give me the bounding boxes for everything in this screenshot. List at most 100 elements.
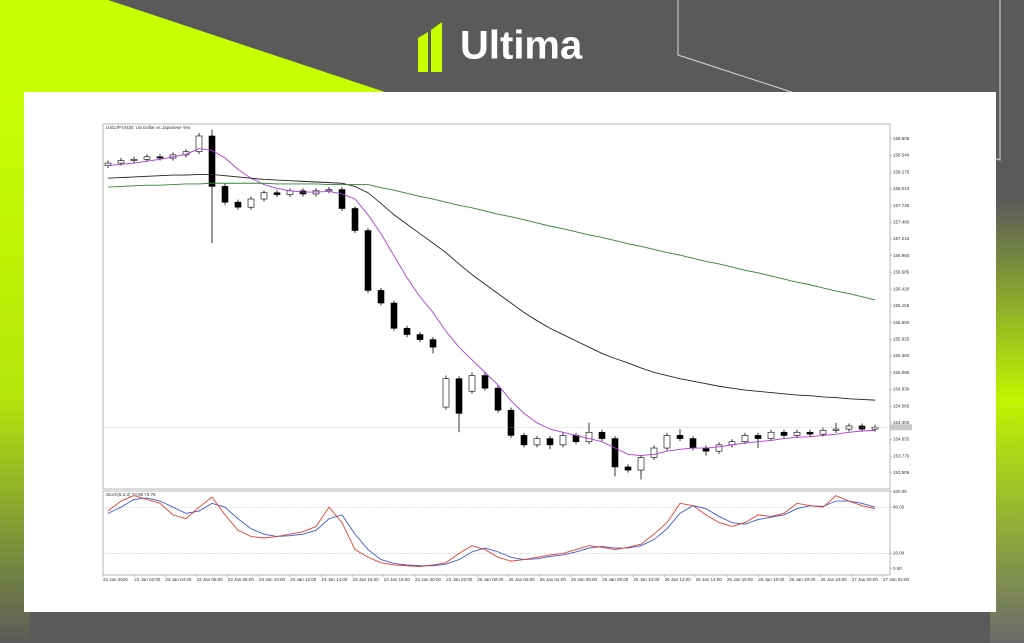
price-tag [890, 424, 912, 431]
line-series [107, 148, 876, 457]
candle-body [247, 198, 255, 208]
candle-body [416, 334, 424, 340]
x-tick-label: 26 Jan 12:00 [665, 577, 692, 582]
candle-body [364, 230, 372, 291]
x-tick-label: 26 Jan 14:00 [696, 577, 723, 582]
candle-body [468, 375, 476, 392]
candle-body [351, 208, 359, 231]
y-tick-label: 155.095 [893, 370, 910, 375]
candle-body [819, 430, 827, 435]
candle-body [507, 409, 515, 436]
y-tick-label: 80.00 [893, 504, 905, 509]
x-tick-label: 27 Jan 00:00 [852, 577, 879, 582]
y-tick-label: 153.505 [893, 470, 910, 475]
x-tick-label: 26 Jan 02:00 [509, 577, 536, 582]
candle-body [832, 428, 840, 431]
candle-body [273, 192, 281, 195]
candle-body [481, 375, 489, 389]
x-tick-label: 26 Jan 20:00 [789, 577, 816, 582]
candle-body [390, 302, 398, 329]
candle-body [650, 447, 658, 458]
y-tick-label: 154.565 [893, 403, 910, 408]
x-tick-label: 23 Jan 18:00 [384, 577, 411, 582]
candle-body [741, 435, 749, 443]
candle-body [663, 435, 671, 449]
candle-body [715, 444, 723, 452]
candle-body [559, 435, 567, 446]
x-tick-label: 23 Jan 14:00 [321, 577, 348, 582]
candle-body [130, 159, 138, 161]
candle-body [702, 447, 710, 452]
y-tick-label: 157.745 [893, 203, 910, 208]
candle-body [442, 378, 450, 408]
y-tick-label: 158.540 [893, 153, 910, 158]
candle-body [208, 135, 216, 187]
x-tick-label: 26 Jan 04:00 [540, 577, 567, 582]
x-tick-label: 26 Jan 18:00 [758, 577, 785, 582]
candle-body [403, 327, 411, 335]
y-tick-label: 20.00 [893, 551, 905, 556]
x-tick-label: 27 Jan 02:00 [883, 577, 910, 582]
x-tick-label: 26 Jan 06:00 [571, 577, 598, 582]
candle-body [195, 135, 203, 153]
logo-icon [431, 22, 442, 72]
candle-body [234, 201, 242, 208]
x-tick-label: 23 Jan 08:00 [228, 577, 255, 582]
y-tick-label: 158.010 [893, 186, 910, 191]
y-tick-label: 100.00 [893, 489, 907, 494]
x-tick-label: 23 Jan 20:00 [415, 577, 442, 582]
candle-body [871, 426, 879, 430]
candle-body [598, 431, 606, 439]
candle-body [156, 156, 164, 159]
candle-body [377, 290, 385, 304]
line-series [107, 173, 876, 401]
x-tick-label: 23 Jan 10:00 [259, 577, 286, 582]
candle-body [546, 438, 554, 446]
line-series [107, 495, 876, 567]
logo-icon [418, 32, 428, 72]
x-tick-label: 26 Jan 08:00 [602, 577, 629, 582]
y-tick-label: 155.890 [893, 320, 910, 325]
candle-body [117, 160, 125, 164]
candle-body [624, 466, 632, 471]
y-tick-label: 154.830 [893, 387, 910, 392]
x-tick-label: 26 Jan 16:00 [727, 577, 754, 582]
y-tick-label: 156.420 [893, 286, 910, 291]
y-tick-label: 156.685 [893, 270, 910, 275]
chart-panel [24, 92, 996, 612]
x-tick-label: 23 Jan 12:00 [290, 577, 317, 582]
y-tick-label: 155.625 [893, 336, 910, 341]
candle-body [845, 425, 853, 430]
candle-body [585, 431, 593, 443]
line-series [107, 497, 876, 567]
x-tick-label: 23 Jan 04:00 [165, 577, 192, 582]
candle-body [533, 438, 541, 446]
y-tick-label: 156.155 [893, 303, 910, 308]
x-tick-label: 23 Jan 06:00 [197, 577, 224, 582]
candle-body [754, 435, 762, 439]
candle-body [221, 186, 229, 203]
x-tick-label: 23 Jan 02:00 [134, 577, 161, 582]
line-series [107, 182, 876, 301]
candle-body [455, 378, 463, 414]
candle-body [520, 435, 528, 446]
y-tick-label: 154.035 [893, 437, 910, 442]
y-tick-label: 158.805 [893, 136, 910, 141]
candle-body [689, 438, 697, 449]
y-tick-label: 157.215 [893, 236, 910, 241]
chart-title: USDJPY,M30: US Dollar vs Japanese Yen [106, 125, 191, 130]
candle-body [637, 457, 645, 471]
candle-body [780, 431, 788, 436]
candle-body [260, 192, 268, 200]
y-tick-label: 158.275 [893, 169, 910, 174]
y-tick-label: 153.770 [893, 453, 910, 458]
x-tick-label: 23 Jan 2026 [103, 577, 128, 582]
x-tick-label: 23 Jan 22:00 [446, 577, 473, 582]
candle-body [143, 156, 151, 160]
candle-body [325, 189, 333, 192]
y-tick-label: 154.300 [893, 420, 910, 425]
candle-body [793, 431, 801, 436]
main-frame [102, 123, 891, 490]
accent-shape [0, 0, 385, 92]
